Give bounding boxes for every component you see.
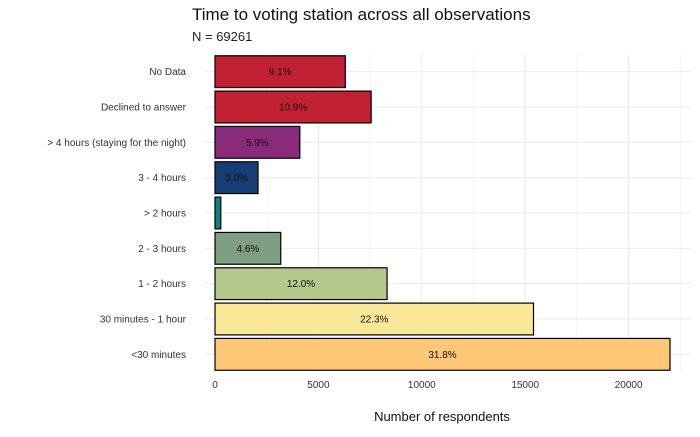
chart-title: Time to voting station across all observ… [192, 5, 531, 24]
y-axis-tick-labels: No Data Declined to answer > 4 hours (stay… [47, 67, 186, 361]
bar [214, 196, 222, 230]
bar [214, 267, 388, 301]
bar-value-label: 3.0% [225, 173, 248, 184]
bar [214, 337, 671, 371]
y-tick-label: No Data [149, 67, 186, 78]
bar [214, 90, 372, 124]
x-tick-label: 5000 [307, 380, 330, 391]
bar-value-label: 10.9% [279, 103, 307, 114]
x-axis-title: Number of respondents [374, 409, 510, 424]
y-tick-label: > 2 hours [144, 209, 186, 220]
bar-value-label: 4.6% [236, 244, 259, 255]
y-tick-label: <30 minutes [131, 350, 186, 361]
y-tick-label: 1 - 2 hours [138, 279, 186, 290]
x-tick-label: 15000 [511, 380, 539, 391]
x-axis-tick-labels: 0 5000 10000 15000 20000 [212, 380, 643, 391]
bar-value-label: 31.8% [428, 350, 456, 361]
bar-value-label: 9.1% [269, 67, 292, 78]
bar [214, 161, 259, 195]
y-tick-label: 2 - 3 hours [138, 244, 186, 255]
chart-subtitle: N = 69261 [192, 29, 252, 44]
y-tick-label: 3 - 4 hours [138, 173, 186, 184]
x-tick-label: 0 [212, 380, 218, 391]
y-tick-label: > 4 hours (staying for the night) [47, 138, 186, 149]
y-tick-label: 30 minutes - 1 hour [100, 315, 187, 326]
bars: 9.1% 10.9% 5.9% 3.0% 4.6% 12.0% 22.3% 31.8% [214, 55, 671, 371]
bar [214, 302, 535, 336]
bar-value-label: 5.9% [246, 138, 269, 149]
bar-value-label: 22.3% [360, 315, 388, 326]
y-tick-label: Declined to answer [101, 103, 187, 114]
x-tick-label: 20000 [615, 380, 643, 391]
bar [214, 231, 282, 265]
x-tick-label: 10000 [408, 380, 436, 391]
bar [214, 55, 346, 89]
bar [214, 125, 301, 159]
bar-value-label: 12.0% [287, 279, 315, 290]
